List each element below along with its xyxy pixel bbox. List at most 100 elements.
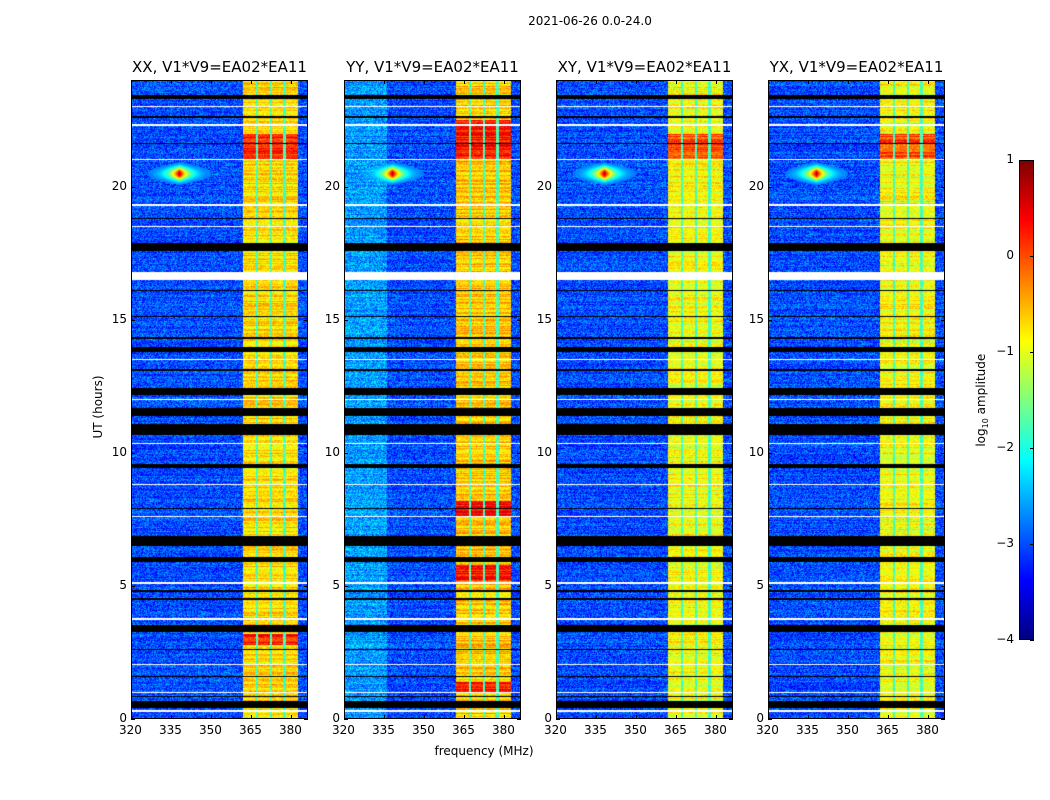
colorbar-tick-label: −4 xyxy=(996,632,1014,646)
waterfall-panel-2: YY, V1*V9=EA02*EA11 xyxy=(344,58,521,720)
panel-title: YX, V1*V9=EA02*EA11 xyxy=(769,58,944,76)
y-tick xyxy=(941,452,945,454)
y-tick-label: 5 xyxy=(544,577,552,592)
x-tick xyxy=(556,80,557,84)
x-tick xyxy=(927,80,929,84)
x-tick-label: 380 xyxy=(491,723,515,737)
y-tick xyxy=(941,719,945,720)
x-tick xyxy=(887,715,889,719)
x-tick-label: 365 xyxy=(875,723,899,737)
x-tick-label: 380 xyxy=(278,723,302,737)
y-tick xyxy=(131,452,135,454)
y-tick xyxy=(768,452,772,454)
x-tick xyxy=(595,715,597,719)
y-tick xyxy=(344,186,348,188)
x-tick-label: 365 xyxy=(663,723,687,737)
y-tick xyxy=(941,585,945,587)
panel-title: YY, V1*V9=EA02*EA11 xyxy=(346,58,519,76)
y-tick xyxy=(556,186,560,188)
x-tick xyxy=(556,715,557,719)
heatmap-image xyxy=(344,80,521,719)
x-tick xyxy=(423,80,425,84)
x-tick-label: 350 xyxy=(623,723,647,737)
colorbar-gradient xyxy=(1019,160,1034,640)
x-tick xyxy=(344,715,345,719)
waterfall-panel-3: XY, V1*V9=EA02*EA11 xyxy=(556,58,733,720)
x-tick xyxy=(715,715,717,719)
x-tick-label: 335 xyxy=(158,723,182,737)
y-tick-label: 0 xyxy=(119,711,127,725)
y-tick-label: 5 xyxy=(332,577,340,592)
x-tick xyxy=(170,715,172,719)
y-tick-label: 15 xyxy=(748,311,764,326)
x-tick xyxy=(250,715,252,719)
x-tick-label: 335 xyxy=(795,723,819,737)
y-tick xyxy=(344,319,348,321)
y-tick xyxy=(344,585,348,587)
x-axis-label: frequency (MHz) xyxy=(434,744,534,758)
x-tick xyxy=(847,80,849,84)
y-tick xyxy=(556,452,560,454)
heatmap-image xyxy=(768,80,945,719)
x-tick-label: 365 xyxy=(451,723,475,737)
y-tick xyxy=(304,585,308,587)
colorbar-tick xyxy=(1030,544,1034,545)
y-tick xyxy=(729,719,733,720)
y-tick xyxy=(941,319,945,321)
colorbar-tick xyxy=(1030,448,1034,449)
x-tick-label: 380 xyxy=(915,723,939,737)
panel-title: XY, V1*V9=EA02*EA11 xyxy=(557,58,732,76)
y-tick xyxy=(517,319,521,321)
x-tick-label: 350 xyxy=(198,723,222,737)
x-tick-label: 320 xyxy=(756,723,779,737)
panel-title: XX, V1*V9=EA02*EA11 xyxy=(132,58,307,76)
x-tick xyxy=(847,715,849,719)
y-tick xyxy=(517,186,521,188)
colorbar-tick-label: 1 xyxy=(1006,152,1014,166)
y-tick xyxy=(304,319,308,321)
x-tick xyxy=(423,715,425,719)
x-tick xyxy=(635,715,637,719)
heatmap-image xyxy=(556,80,733,719)
y-tick-label: 15 xyxy=(324,311,340,326)
y-tick-label: 20 xyxy=(111,178,127,193)
y-tick-label: 0 xyxy=(332,711,340,725)
x-tick xyxy=(887,80,889,84)
y-tick-label: 5 xyxy=(756,577,764,592)
colorbar-tick-label: 0 xyxy=(1006,248,1014,262)
x-tick xyxy=(383,80,385,84)
x-tick xyxy=(675,715,677,719)
y-tick xyxy=(556,319,560,321)
y-tick xyxy=(304,452,308,454)
y-tick xyxy=(729,452,733,454)
colorbar-tick-label: −1 xyxy=(996,344,1014,358)
waterfall-panel-1: XX, V1*V9=EA02*EA11 xyxy=(131,58,308,720)
colorbar-tick-label: −2 xyxy=(996,440,1014,454)
y-tick xyxy=(941,186,945,188)
y-tick xyxy=(768,186,772,188)
colorbar-tick xyxy=(1030,256,1034,257)
y-tick-label: 20 xyxy=(324,178,340,193)
y-tick xyxy=(131,585,135,587)
y-tick-label: 20 xyxy=(536,178,552,193)
x-tick xyxy=(595,80,597,84)
x-tick xyxy=(768,715,769,719)
heatmap-image xyxy=(131,80,308,719)
y-tick xyxy=(517,452,521,454)
x-tick-label: 335 xyxy=(583,723,607,737)
y-tick-label: 15 xyxy=(536,311,552,326)
y-tick xyxy=(768,319,772,321)
y-tick xyxy=(556,719,560,720)
x-tick xyxy=(768,80,769,84)
y-axis-label: UT (hours) xyxy=(91,375,105,439)
x-tick-label: 350 xyxy=(411,723,435,737)
colorbar-tick xyxy=(1030,640,1034,641)
x-tick xyxy=(383,715,385,719)
x-tick-label: 365 xyxy=(238,723,262,737)
x-tick-label: 320 xyxy=(332,723,355,737)
x-tick-label: 335 xyxy=(371,723,395,737)
x-tick xyxy=(290,715,292,719)
y-tick-label: 20 xyxy=(748,178,764,193)
x-tick xyxy=(675,80,677,84)
y-tick-label: 5 xyxy=(119,577,127,592)
